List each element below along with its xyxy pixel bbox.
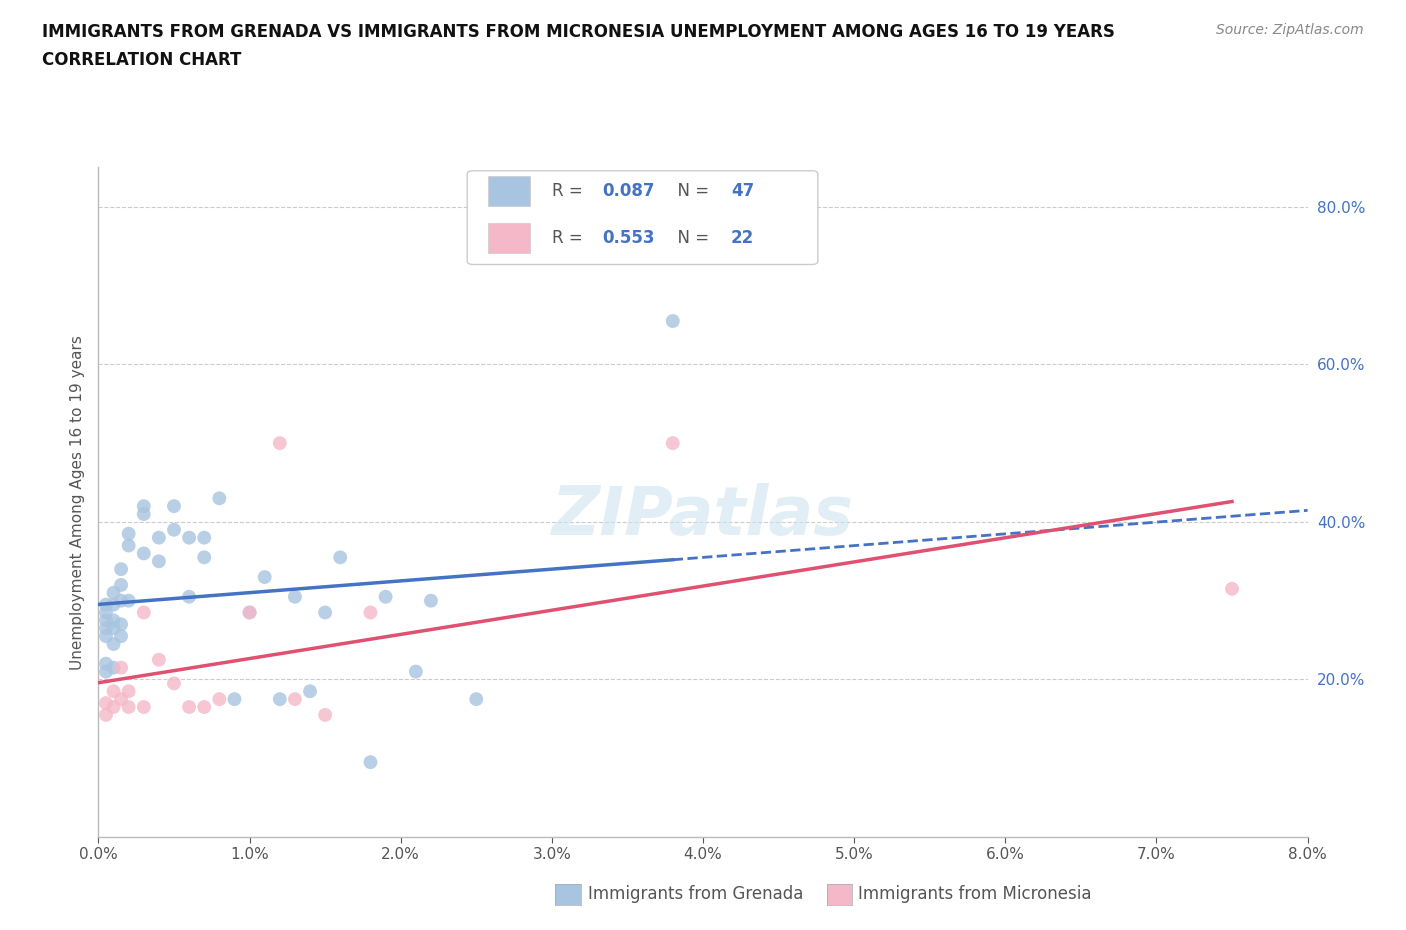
Point bbox=[661, 435, 683, 450]
Point bbox=[94, 621, 117, 636]
Point bbox=[94, 613, 117, 628]
Point bbox=[1220, 581, 1243, 596]
Text: Source: ZipAtlas.com: Source: ZipAtlas.com bbox=[1216, 23, 1364, 37]
Point bbox=[94, 597, 117, 612]
Point bbox=[148, 652, 170, 667]
Point bbox=[329, 550, 352, 565]
Point bbox=[314, 605, 336, 620]
Point bbox=[314, 708, 336, 723]
Point bbox=[103, 597, 125, 612]
Point bbox=[163, 498, 186, 513]
Text: 0.553: 0.553 bbox=[603, 229, 655, 247]
Point bbox=[110, 617, 132, 631]
Point bbox=[359, 605, 381, 620]
Point bbox=[253, 569, 276, 584]
Point bbox=[179, 699, 201, 714]
Point bbox=[374, 590, 396, 604]
Point bbox=[132, 546, 155, 561]
Text: R =: R = bbox=[551, 182, 588, 200]
Point bbox=[103, 699, 125, 714]
Text: N =: N = bbox=[666, 182, 714, 200]
Text: Immigrants from Micronesia: Immigrants from Micronesia bbox=[858, 884, 1091, 903]
Point bbox=[103, 660, 125, 675]
Text: 47: 47 bbox=[731, 182, 754, 200]
Point bbox=[163, 676, 186, 691]
Point bbox=[103, 684, 125, 698]
Text: N =: N = bbox=[666, 229, 714, 247]
Point bbox=[179, 590, 201, 604]
Point bbox=[661, 313, 683, 328]
Point bbox=[94, 708, 117, 723]
Point bbox=[132, 498, 155, 513]
Point bbox=[94, 629, 117, 644]
Text: R =: R = bbox=[551, 229, 588, 247]
Text: IMMIGRANTS FROM GRENADA VS IMMIGRANTS FROM MICRONESIA UNEMPLOYMENT AMONG AGES 16: IMMIGRANTS FROM GRENADA VS IMMIGRANTS FR… bbox=[42, 23, 1115, 41]
FancyBboxPatch shape bbox=[488, 223, 530, 253]
Point bbox=[103, 585, 125, 600]
Point bbox=[110, 660, 132, 675]
Point bbox=[118, 684, 141, 698]
Point bbox=[193, 530, 215, 545]
Point bbox=[103, 621, 125, 636]
Point bbox=[110, 578, 132, 592]
Text: CORRELATION CHART: CORRELATION CHART bbox=[42, 51, 242, 69]
Point bbox=[179, 530, 201, 545]
FancyBboxPatch shape bbox=[467, 171, 818, 264]
Point bbox=[208, 491, 231, 506]
Point bbox=[239, 605, 262, 620]
Point bbox=[132, 605, 155, 620]
Point bbox=[163, 523, 186, 538]
Point bbox=[269, 692, 291, 707]
Point bbox=[110, 593, 132, 608]
Text: ZIPatlas: ZIPatlas bbox=[553, 483, 853, 549]
Point bbox=[359, 755, 381, 770]
Point bbox=[193, 550, 215, 565]
Point bbox=[405, 664, 427, 679]
Point bbox=[419, 593, 441, 608]
Point bbox=[94, 605, 117, 620]
Point bbox=[132, 507, 155, 522]
Point bbox=[193, 699, 215, 714]
Point bbox=[299, 684, 322, 698]
Point bbox=[269, 435, 291, 450]
Text: Immigrants from Grenada: Immigrants from Grenada bbox=[588, 884, 803, 903]
Point bbox=[118, 699, 141, 714]
Point bbox=[132, 699, 155, 714]
Point bbox=[110, 692, 132, 707]
Text: 22: 22 bbox=[731, 229, 754, 247]
Y-axis label: Unemployment Among Ages 16 to 19 years: Unemployment Among Ages 16 to 19 years bbox=[69, 335, 84, 670]
Text: 0.087: 0.087 bbox=[603, 182, 655, 200]
Point bbox=[94, 664, 117, 679]
Point bbox=[465, 692, 488, 707]
FancyBboxPatch shape bbox=[488, 176, 530, 206]
Point bbox=[148, 554, 170, 569]
Point bbox=[103, 613, 125, 628]
Point bbox=[118, 593, 141, 608]
Point bbox=[208, 692, 231, 707]
Point bbox=[94, 696, 117, 711]
Point bbox=[110, 629, 132, 644]
Point bbox=[118, 538, 141, 553]
Point bbox=[284, 692, 307, 707]
Point bbox=[239, 605, 262, 620]
Point bbox=[224, 692, 246, 707]
Point bbox=[94, 657, 117, 671]
Point bbox=[148, 530, 170, 545]
Point bbox=[284, 590, 307, 604]
Point bbox=[118, 526, 141, 541]
Point bbox=[103, 636, 125, 651]
Point bbox=[110, 562, 132, 577]
